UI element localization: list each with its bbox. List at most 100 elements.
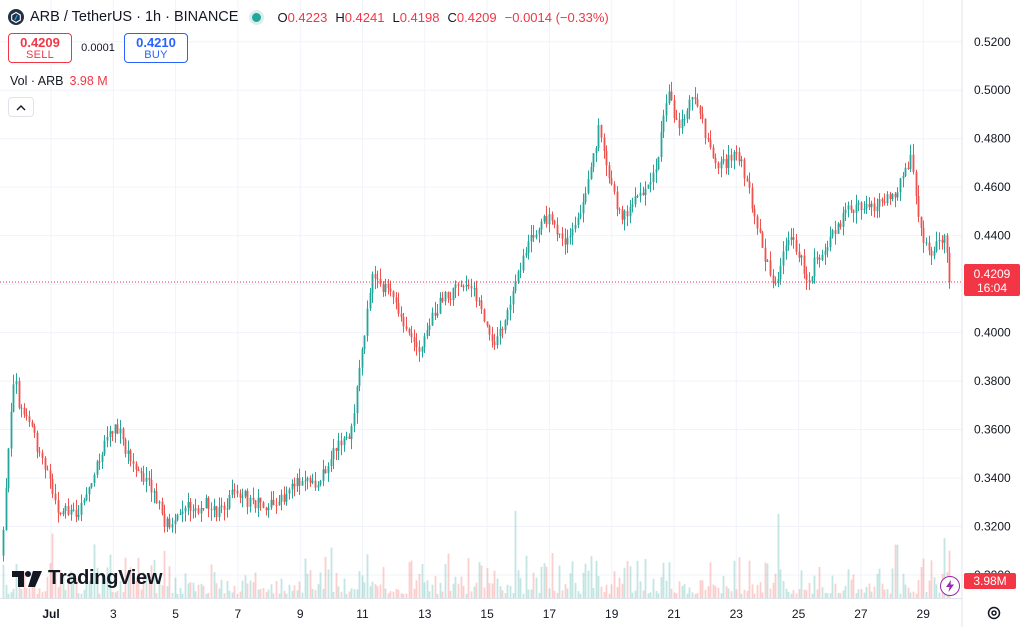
candle-body: [543, 216, 546, 222]
volume-bar: [707, 586, 710, 598]
volume-bar: [161, 585, 164, 598]
candle-body: [166, 518, 169, 527]
candle-body: [189, 501, 192, 511]
volume-bar: [246, 583, 249, 598]
volume-bar: [925, 591, 928, 598]
candle-body: [288, 489, 291, 494]
volume-bar: [701, 580, 704, 598]
trade-panel: 0.4209 SELL 0.0001 0.4210 BUY: [8, 33, 188, 63]
volume-bar: [842, 590, 845, 598]
candle-body: [834, 230, 837, 234]
candle-body: [353, 413, 356, 426]
volume-bar: [49, 563, 52, 598]
candle-body: [324, 469, 327, 474]
candle-body: [657, 157, 660, 170]
symbol-title[interactable]: ARB / TetherUS · 1h · BINANCE: [30, 9, 239, 25]
volume-bar: [148, 576, 151, 598]
volume-bar: [740, 593, 743, 598]
time-tick-label: 13: [418, 607, 432, 621]
candle-body: [948, 252, 951, 282]
candle-body: [486, 321, 489, 326]
volume-bar: [558, 565, 561, 598]
candle-body: [218, 507, 221, 518]
buy-label: BUY: [144, 49, 168, 61]
candle-body: [444, 291, 447, 302]
volume-bar: [608, 593, 611, 598]
volume-bar: [509, 585, 512, 598]
candle-body: [688, 99, 691, 111]
candle-body: [408, 328, 411, 334]
volume-bar: [267, 589, 270, 598]
candle-body: [808, 280, 811, 282]
volume-bar: [514, 510, 517, 598]
candle-body: [733, 152, 736, 161]
volume-bar: [413, 588, 416, 598]
candle-body: [389, 288, 392, 292]
volume-bar: [564, 584, 567, 598]
tradingview-logo[interactable]: TradingView: [12, 567, 162, 590]
volume-bar: [512, 593, 515, 598]
volume-bar: [5, 584, 8, 598]
volume-bar: [75, 578, 78, 598]
time-tick-label: 19: [605, 607, 619, 621]
buy-button[interactable]: 0.4210 BUY: [124, 33, 188, 63]
candle-body: [46, 469, 49, 471]
candle-body: [410, 333, 413, 338]
volume-bar: [350, 588, 353, 598]
candle-body: [109, 431, 112, 438]
candle-body: [683, 119, 686, 121]
volume-bar: [673, 592, 676, 598]
candle-body: [909, 154, 912, 169]
candle-body: [119, 428, 122, 434]
candle-body: [889, 194, 892, 200]
volume-bar: [324, 556, 327, 598]
volume-bar: [41, 591, 44, 598]
volume-bar: [496, 578, 499, 598]
volume-bar: [909, 592, 912, 598]
candle-body: [2, 529, 5, 556]
volume-bar: [54, 571, 57, 598]
volume-bar: [629, 566, 632, 598]
volume-legend[interactable]: Vol · ARB 3.98 M: [10, 74, 108, 88]
candle-body: [678, 119, 681, 129]
candle-body: [345, 436, 348, 439]
volume-bar: [618, 577, 621, 598]
gear-icon[interactable]: [985, 604, 1003, 622]
volume-bar: [340, 591, 343, 598]
sell-button[interactable]: 0.4209 SELL: [8, 33, 72, 63]
candle-body: [332, 448, 335, 460]
volume-bar: [418, 573, 421, 598]
candle-body: [665, 103, 668, 116]
volume-bar: [852, 574, 855, 598]
volume-bar: [491, 583, 494, 598]
candle-body: [382, 284, 385, 293]
volume-bar: [187, 583, 190, 598]
price-tick-label: 0.3200: [974, 520, 1011, 534]
volume-bar: [675, 593, 678, 598]
volume-bar: [642, 590, 645, 598]
volume-bar: [327, 569, 330, 598]
volume-bar: [816, 589, 819, 598]
candle-body: [28, 416, 31, 422]
volume-bar: [504, 593, 507, 598]
volume-bar: [220, 579, 223, 598]
candle-body: [618, 209, 621, 211]
candle-body: [613, 184, 616, 192]
collapse-legend-button[interactable]: [8, 97, 34, 117]
candle-body: [15, 381, 18, 385]
candle-body: [496, 336, 499, 346]
candle-body: [306, 477, 309, 481]
candle-body: [553, 220, 556, 225]
volume-bar: [408, 562, 411, 598]
candle-body: [311, 480, 314, 483]
candle-body: [374, 273, 377, 279]
volume-bar: [813, 575, 816, 598]
volume-bar: [935, 584, 938, 598]
candle-body: [226, 508, 229, 510]
volume-bar: [873, 586, 876, 598]
candle-body: [811, 276, 814, 282]
candle-body: [467, 284, 470, 287]
volume-bar: [239, 591, 242, 598]
lightning-icon[interactable]: [940, 576, 960, 596]
